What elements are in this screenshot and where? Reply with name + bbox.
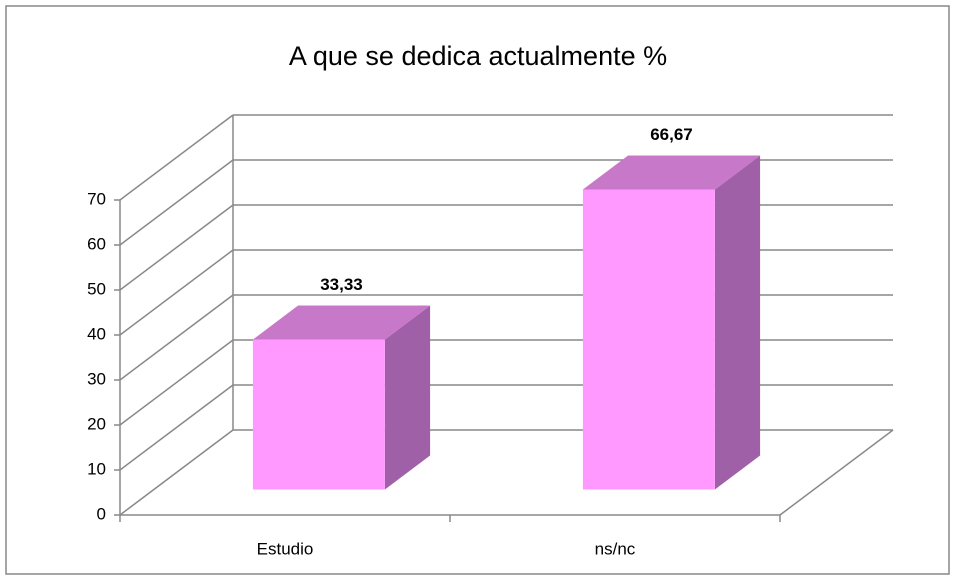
value-label: 33,33 [320, 275, 363, 294]
grid-line [119, 204, 234, 291]
y-tick-label: 0 [97, 504, 106, 523]
bar [252, 305, 431, 490]
value-label: 66,67 [650, 125, 693, 144]
grid-line [119, 339, 234, 426]
grid-line [119, 294, 234, 381]
grid-line [119, 114, 234, 201]
grid-line [119, 429, 234, 516]
grid-line [119, 249, 234, 336]
chart-border [5, 5, 950, 575]
bar [582, 155, 761, 490]
chart-title: A que se dedica actualmente % [289, 41, 667, 71]
grid-line [119, 159, 234, 246]
x-tick-label: ns/nc [595, 539, 636, 558]
y-tick-label: 20 [87, 414, 106, 433]
bar-side [714, 155, 761, 490]
bar-top [582, 155, 761, 190]
y-tick-label: 10 [87, 459, 106, 478]
bar-side [384, 305, 431, 490]
y-tick-label: 50 [87, 279, 106, 298]
x-tick-label: Estudio [257, 539, 314, 558]
y-tick-label: 70 [87, 189, 106, 208]
bar-front [252, 339, 385, 490]
y-tick-label: 30 [87, 369, 106, 388]
grid-line [119, 384, 234, 471]
floor-edge [779, 429, 894, 516]
bar-top [252, 305, 431, 340]
y-tick-label: 40 [87, 324, 106, 343]
y-tick-label: 60 [87, 234, 106, 253]
bar-front [582, 189, 715, 490]
